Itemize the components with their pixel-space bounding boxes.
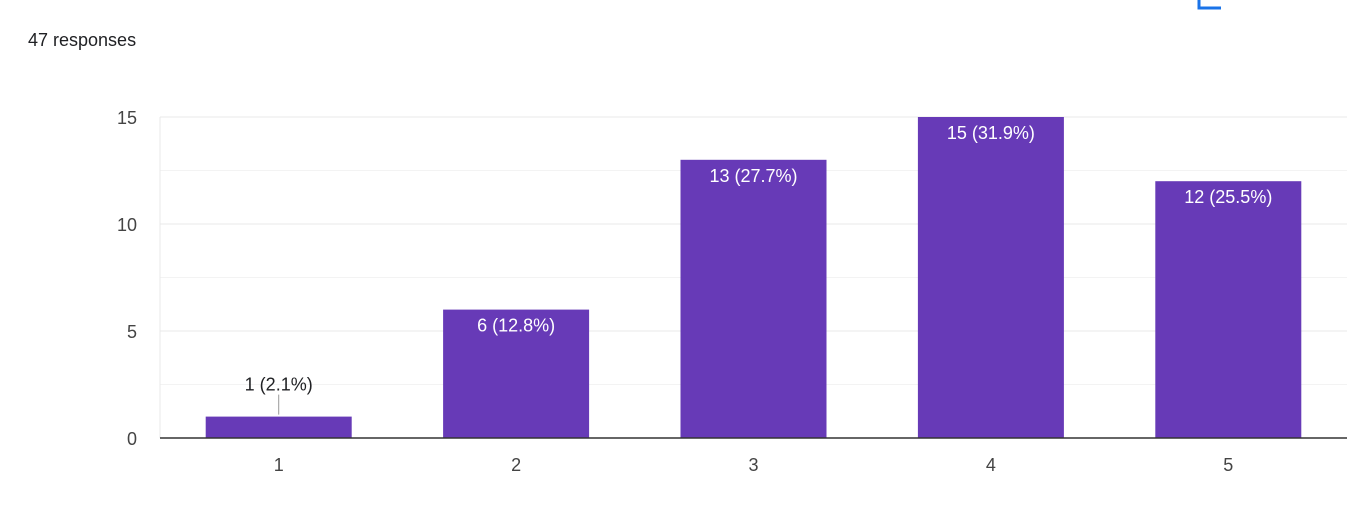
x-tick-label: 4 bbox=[986, 455, 996, 475]
y-tick-label: 5 bbox=[127, 322, 137, 342]
bar-5 bbox=[1155, 181, 1302, 438]
data-label: 1 (2.1%) bbox=[245, 375, 313, 395]
y-tick-label: 0 bbox=[127, 429, 137, 449]
y-tick-label: 10 bbox=[117, 215, 137, 235]
x-tick-label: 5 bbox=[1223, 455, 1233, 475]
data-label: 15 (31.9%) bbox=[947, 123, 1035, 143]
bar-2 bbox=[443, 309, 590, 438]
responses-count: 47 responses bbox=[28, 30, 137, 50]
x-tick-label: 1 bbox=[274, 455, 284, 475]
bar-1 bbox=[205, 416, 352, 438]
data-label: 12 (25.5%) bbox=[1184, 187, 1272, 207]
y-tick-label: 15 bbox=[117, 108, 137, 128]
x-tick-label: 3 bbox=[748, 455, 758, 475]
x-tick-label: 2 bbox=[511, 455, 521, 475]
bar-4 bbox=[917, 117, 1064, 438]
bar-3 bbox=[680, 159, 827, 439]
copy-chart-icon[interactable] bbox=[1195, 0, 1227, 14]
data-label: 6 (12.8%) bbox=[477, 316, 555, 336]
data-label: 13 (27.7%) bbox=[709, 166, 797, 186]
